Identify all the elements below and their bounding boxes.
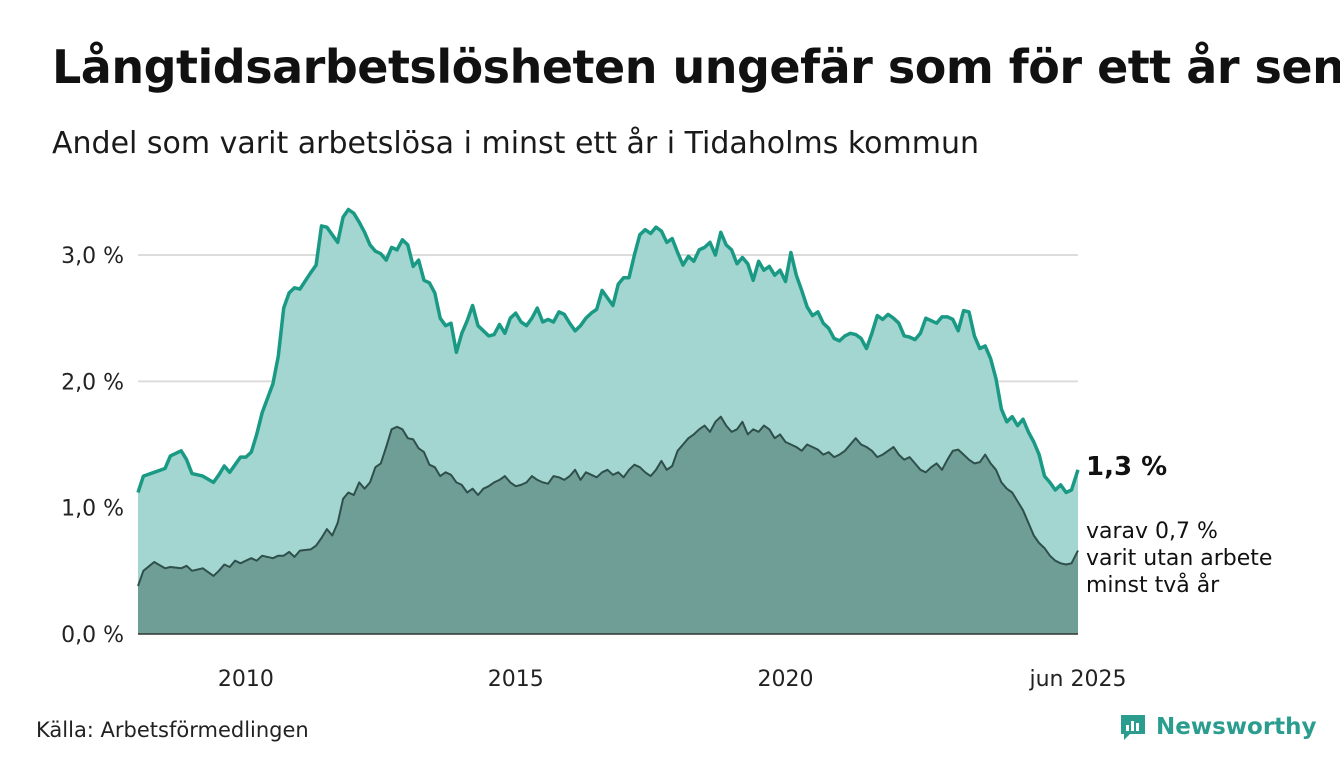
y-tick-label: 3,0 %: [61, 244, 124, 269]
longterm-line: [137, 415, 1079, 587]
last-longterm-line2: varit utan arbete: [1086, 546, 1273, 571]
last-longterm-line1: varav 0,7 %: [1086, 519, 1218, 544]
last-longterm-label: varav 0,7 % varit utan arbete minst två …: [1086, 518, 1326, 599]
x-tick-label: jun 2025: [1029, 667, 1127, 692]
x-tick-label: 2020: [758, 667, 814, 692]
brand-name: Newsworthy: [1156, 714, 1317, 740]
chart-subtitle: Andel som varit arbetslösa i minst ett å…: [52, 126, 980, 161]
chart-title: Långtidsarbetslösheten ungefär som för e…: [52, 40, 1340, 94]
brand-logo: Newsworthy: [1118, 712, 1317, 742]
last-total-label: 1,3 %: [1086, 452, 1168, 482]
y-tick-label: 0,0 %: [61, 623, 124, 648]
newsworthy-icon: [1121, 715, 1145, 740]
last-longterm-line3: minst två år: [1086, 573, 1220, 598]
source-note: Källa: Arbetsförmedlingen: [36, 718, 309, 742]
total-line: [136, 207, 1080, 495]
x-tick-label: 2015: [488, 667, 544, 692]
y-tick-label: 1,0 %: [61, 497, 124, 522]
x-tick-label: 2010: [218, 667, 274, 692]
y-tick-label: 2,0 %: [61, 370, 124, 395]
longterm-area: [138, 416, 1078, 634]
